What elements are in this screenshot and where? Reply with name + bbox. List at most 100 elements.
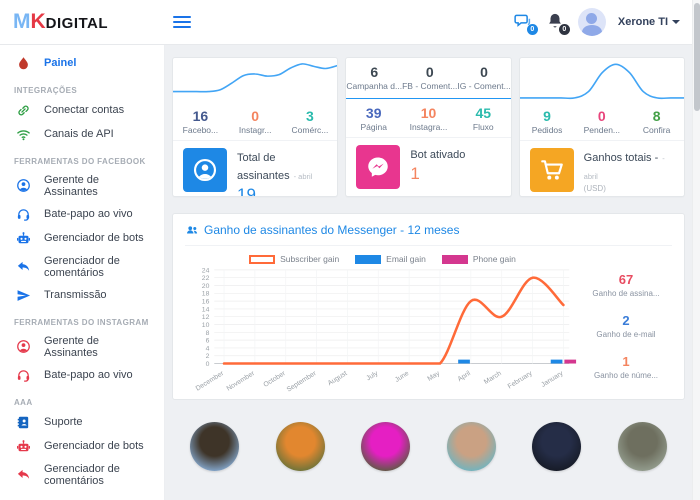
mini-stat-confira[interactable]: 8 Confira (629, 108, 684, 135)
mini-stat-label: Comérc... (291, 125, 329, 135)
wifi-icon (16, 127, 31, 142)
avatar-5[interactable] (532, 421, 582, 471)
legend-label: Email gain (386, 254, 426, 264)
avatar-3[interactable] (361, 421, 411, 471)
avatar-6[interactable] (617, 421, 667, 471)
sidebar-item-label: Gerente de Assinantes (44, 334, 100, 359)
mini-stat-pagina[interactable]: 39 Página (346, 105, 401, 132)
sidebar-item-painel[interactable]: Painel (0, 51, 164, 75)
chart-title: Ganho de assinantes do Messenger - 12 me… (185, 223, 672, 246)
sidebar-item-canais-de-api[interactable]: Canais de API (0, 122, 164, 146)
sidebar-item-gerente-de-assinantes[interactable]: Gerente de Assinantes (0, 330, 164, 363)
legend-item-email-gain[interactable]: Email gain (355, 254, 426, 264)
stats-cards-row: 16 Facebo... 0 Instagr... 3 Comérc... Total de… (172, 57, 685, 197)
card-divider (346, 98, 511, 99)
sidebar: Painel INTEGRAÇÕES Conectar contas Canais d… (0, 45, 165, 500)
sidebar-item-bate-papo-ao-vivo[interactable]: Bate-papo ao vivo (0, 363, 164, 387)
chart-stat-label: Ganho de núme... (593, 371, 659, 380)
sidebar-item-label: Suporte (44, 416, 83, 428)
sidebar-item-gerenciador-de-bots[interactable]: Gerenciador de bots (0, 226, 164, 250)
avatar-4[interactable] (446, 421, 496, 471)
scrollbar-thumb[interactable] (694, 3, 700, 111)
mini-stat-instagra[interactable]: 10 Instagra... (401, 105, 456, 132)
alerts-button[interactable]: 0 (546, 12, 570, 35)
svg-text:August: August (327, 370, 349, 387)
mini-stat-pedidos[interactable]: 9 Pedidos (520, 108, 575, 135)
robot-icon (16, 231, 31, 246)
card-footer-text: Total de assinantes - abril 19 (237, 148, 327, 197)
svg-text:14: 14 (202, 306, 210, 313)
flame-icon (16, 56, 31, 71)
chat-icon (514, 12, 532, 30)
legend-swatch (249, 254, 276, 264)
stat-card-3: 9 Pedidos 0 Penden... 8 Confira Ganhos totais … (518, 57, 685, 197)
mini-stat-penden[interactable]: 0 Penden... (574, 108, 629, 135)
reply-icon (16, 259, 31, 274)
card-footer-text: Ganhos totais -- abril(USD)104 (583, 148, 674, 196)
sidebar-item-gerenciador-de-bots[interactable]: Gerenciador de bots (0, 434, 164, 458)
legend-item-subscriber-gain[interactable]: Subscriber gain (249, 254, 339, 264)
legend-label: Subscriber gain (280, 254, 340, 264)
stat-row: 39 Página 10 Instagra... 45 Fluxo (346, 101, 510, 137)
svg-text:May: May (426, 370, 441, 383)
mini-stat-label: Penden... (583, 125, 621, 135)
sidebar-item-label: Gerente de Assinantes (44, 173, 100, 198)
mini-stat-label: Instagra... (409, 122, 448, 132)
sidebar-item-label: Bate-papo ao vivo (44, 369, 133, 381)
user-menu[interactable]: Xerone TI (618, 16, 680, 28)
sidebar-item-bate-papo-ao-vivo[interactable]: Bate-papo ao vivo (0, 202, 164, 226)
svg-text:10: 10 (202, 322, 210, 329)
legend-item-phone-gain[interactable]: Phone gain (441, 254, 516, 264)
mini-stat-value: 6 (370, 64, 379, 81)
user-avatar[interactable] (577, 8, 606, 36)
cart-icon (539, 157, 565, 183)
sidebar-item-label: Gerenciador de comentários (44, 254, 120, 279)
phone-gain-bars (564, 359, 577, 364)
stat-card-2: 6 Campanha d... 0 FB - Coment... 0 IG - Comen… (345, 57, 512, 197)
top-navbar: M K DIGITAL 0 0 Xerone TI (0, 0, 700, 45)
svg-text:12: 12 (202, 314, 210, 321)
sidebar-item-conectar-contas[interactable]: Conectar contas (0, 98, 164, 122)
mini-stat-fluxo[interactable]: 45 Fluxo (456, 105, 511, 132)
headset-icon (16, 368, 31, 383)
card-footer-period: - abril (293, 172, 313, 181)
card-footer-label-row: Total de assinantes - abril (237, 148, 327, 184)
mini-stat-value: 45 (475, 105, 492, 121)
mini-stat-label: Confira (642, 125, 671, 135)
sidebar-item-label: Transmissão (44, 289, 107, 301)
menu-toggle-icon[interactable] (173, 13, 191, 31)
svg-text:20: 20 (202, 283, 210, 290)
mini-stat-campanha-d[interactable]: 6 Campanha d... (346, 64, 402, 91)
sidebar-item-gerenciador-de-comentarios[interactable]: Gerenciador de comentários (0, 458, 164, 491)
stat-row: 6 Campanha d... 0 FB - Coment... 0 IG - Comen… (346, 60, 510, 96)
card-footer-label-row: Ganhos totais -- abril (584, 148, 674, 184)
mini-stat-ig-coment[interactable]: 0 IG - Coment... (457, 64, 510, 91)
messenger-icon (365, 154, 391, 180)
sidebar-item-transmissao[interactable]: Transmissão (0, 283, 164, 307)
svg-text:April: April (457, 370, 473, 383)
avatar-1[interactable] (190, 421, 239, 471)
sidebar-item-gerenciador-de-comentarios[interactable]: Gerenciador de comentários (0, 250, 164, 283)
legend-swatch (441, 254, 468, 264)
headset-icon (16, 207, 31, 222)
svg-text:2: 2 (206, 353, 210, 360)
card-footer-unit: (USD) (583, 184, 606, 193)
mini-stat-facebo[interactable]: 16 Facebo... (173, 108, 228, 135)
stat-row: 9 Pedidos 0 Penden... 8 Confira (520, 104, 684, 140)
chat-badge: 0 (526, 24, 538, 35)
card-footer-value: 19 (237, 185, 256, 197)
brand-logo[interactable]: M K DIGITAL (0, 10, 165, 34)
mini-stat-label: Instagr... (238, 125, 272, 135)
sidebar-section-ferramentas-do-facebook: FERRAMENTAS DO FACEBOOK (14, 157, 146, 166)
mini-stat-instagr[interactable]: 0 Instagr... (228, 108, 283, 135)
svg-text:June: June (394, 370, 410, 384)
link-icon (16, 103, 31, 118)
mini-stat-fb-coment[interactable]: 0 FB - Coment... (402, 64, 457, 91)
avatar-2[interactable] (275, 421, 325, 471)
sidebar-item-suporte[interactable]: Suporte (0, 410, 164, 434)
chat-notifications-button[interactable]: 0 (514, 12, 538, 35)
user-circle-icon (16, 339, 31, 354)
sidebar-item-gerente-de-assinantes[interactable]: Gerente de Assinantes (0, 169, 164, 202)
mini-stat-comerc[interactable]: 3 Comérc... (283, 108, 338, 135)
mini-stat-value: 0 (251, 108, 260, 124)
